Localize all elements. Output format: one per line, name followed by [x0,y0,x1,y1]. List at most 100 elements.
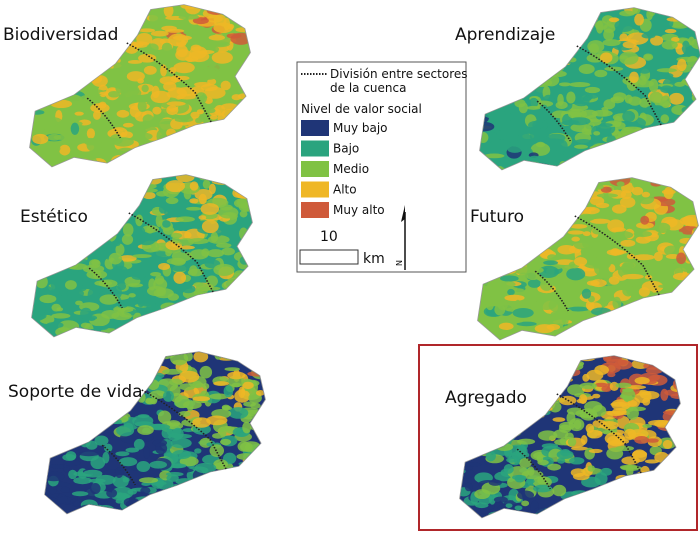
value-patch [154,504,172,514]
value-patch [483,195,499,206]
value-patch [142,114,154,125]
value-patch [612,318,627,327]
value-patch [528,405,538,416]
value-patch [516,376,532,383]
value-patch [187,156,198,163]
value-patch [137,234,156,246]
value-patch [208,183,216,195]
value-patch [531,335,541,340]
value-patch [643,476,655,489]
value-patch [517,132,533,146]
value-patch [117,282,127,291]
value-patch [482,105,503,119]
value-patch [150,315,164,328]
value-patch [460,416,468,426]
value-patch [612,256,622,264]
value-patch [50,412,71,422]
value-patch [239,314,253,323]
value-patch [494,303,506,316]
value-patch [506,457,518,463]
value-patch [534,11,552,21]
value-patch [172,449,192,460]
value-patch [629,71,639,83]
value-patch [189,181,199,191]
value-patch [637,302,654,307]
value-patch [202,146,220,160]
value-patch [578,178,591,182]
value-patch [178,238,195,246]
value-patch [529,197,551,208]
panel-label: Biodiversidad [3,25,118,45]
value-patch [652,152,663,157]
value-patch [493,10,504,21]
value-patch [558,424,572,434]
value-patch [192,17,209,25]
value-patch [195,144,215,149]
value-patch [32,333,48,337]
value-patch [541,227,556,239]
value-patch [659,488,679,496]
value-patch [606,447,624,460]
value-patch [115,243,125,256]
value-patch [199,136,211,142]
value-patch [553,510,565,518]
value-patch [561,311,569,325]
value-patch [460,372,470,384]
value-patch [634,13,644,26]
value-patch [679,122,690,135]
value-patch [483,227,502,236]
value-patch [214,352,223,360]
value-patch [105,365,127,372]
value-patch [90,456,106,470]
value-patch [608,17,620,23]
value-patch [168,463,187,469]
value-patch [559,38,572,47]
value-patch [177,492,198,505]
value-patch [590,14,599,22]
value-patch [494,185,515,199]
value-patch [125,155,133,161]
value-patch [667,465,681,473]
value-patch [512,373,523,383]
value-patch [73,272,90,277]
value-patch [138,53,157,63]
value-patch [615,382,632,389]
value-patch [99,185,117,195]
value-patch [480,380,487,388]
value-patch [581,288,592,299]
value-patch [118,31,134,43]
value-patch [547,366,560,373]
value-patch [631,186,644,196]
value-patch [533,484,553,493]
value-patch [239,227,249,240]
value-patch [144,275,152,280]
value-patch [48,261,57,275]
value-patch [113,62,123,76]
value-patch [554,139,568,152]
value-patch [138,28,156,33]
value-patch [243,461,251,474]
value-patch [218,120,240,133]
value-patch [158,319,172,330]
value-patch [45,427,57,439]
legend-swatch [301,161,329,177]
value-patch [218,120,234,126]
value-patch [638,287,650,297]
value-patch [553,209,569,221]
value-patch [51,358,67,369]
value-patch [566,357,580,371]
value-patch [49,175,58,187]
value-patch [34,311,47,320]
value-patch [624,428,637,440]
sector-division [516,448,551,490]
value-patch [229,493,251,507]
value-patch [143,371,153,380]
value-patch [642,398,651,406]
value-patch [53,134,74,140]
value-patch [511,255,531,260]
value-patch [90,178,112,188]
value-patch [603,99,616,110]
value-patch [126,332,139,337]
value-patch [226,33,242,39]
